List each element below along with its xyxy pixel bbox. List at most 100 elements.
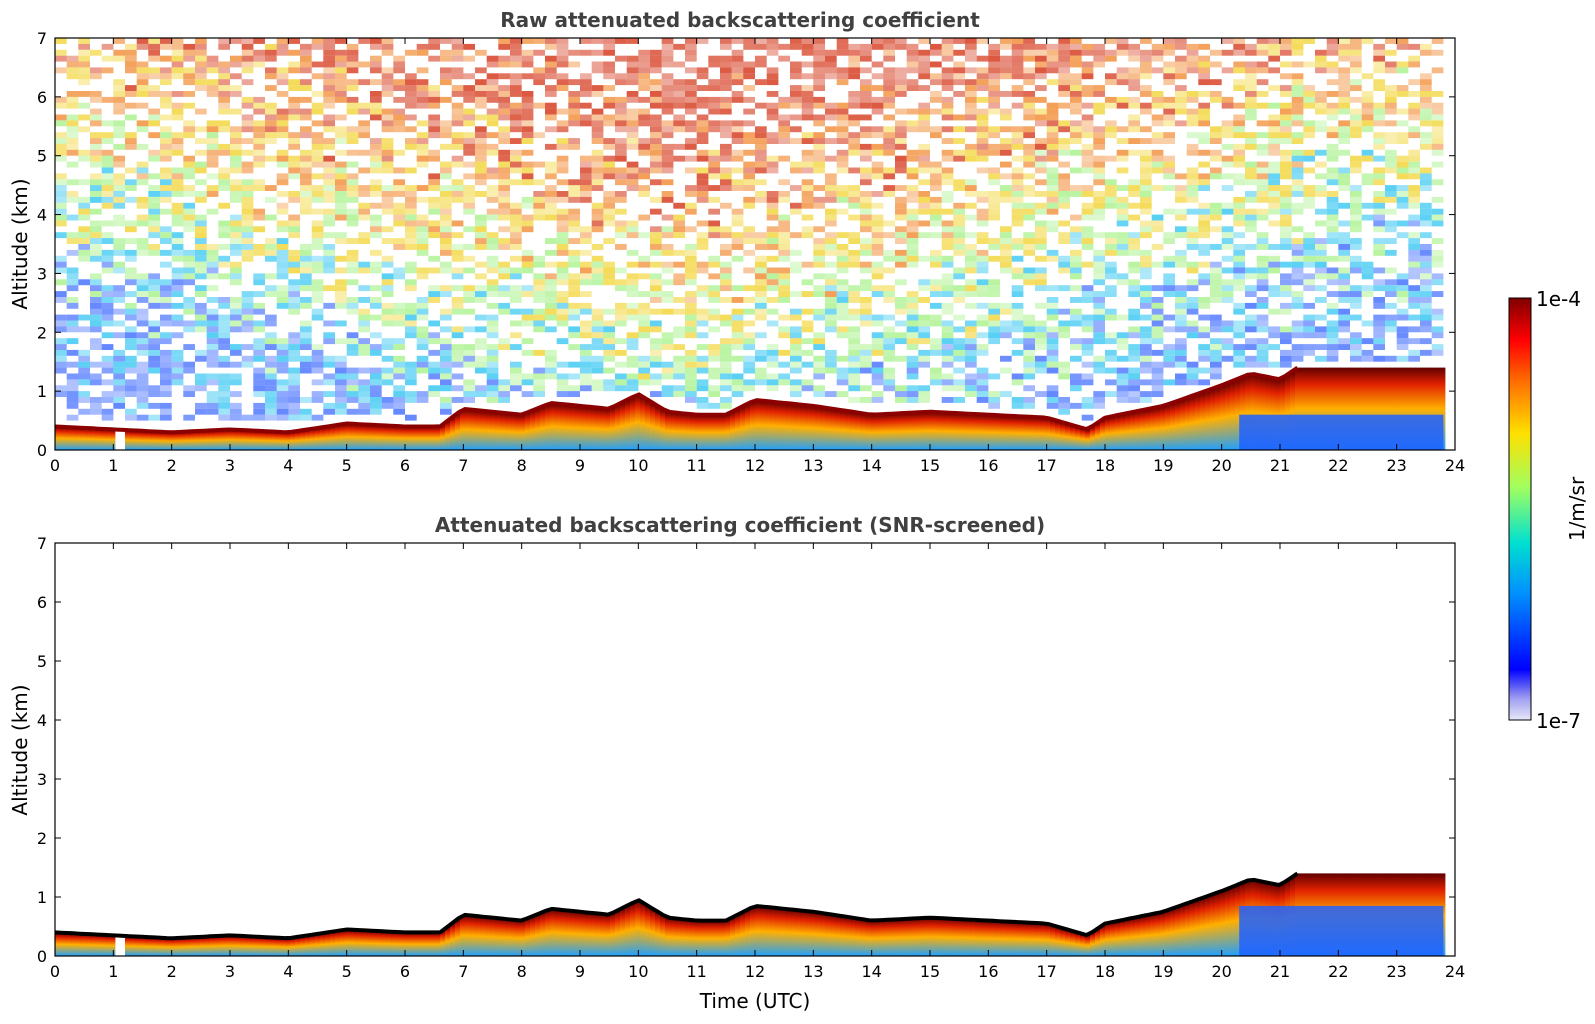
noise-cell bbox=[1198, 261, 1210, 268]
noise-cell bbox=[1175, 373, 1187, 380]
noise-cell bbox=[883, 367, 895, 374]
noise-cell bbox=[965, 85, 977, 91]
noise-cell bbox=[78, 49, 90, 56]
noise-cell bbox=[1256, 79, 1269, 86]
noise-cell bbox=[1256, 43, 1269, 50]
noise-cell bbox=[1291, 267, 1304, 274]
noise-cell bbox=[66, 132, 79, 139]
noise-cell bbox=[346, 397, 359, 403]
noise-cell bbox=[405, 367, 417, 374]
noise-cell bbox=[1058, 173, 1070, 180]
noise-cell bbox=[428, 338, 440, 345]
noise-cell bbox=[953, 367, 965, 374]
noise-cell bbox=[1140, 138, 1152, 144]
noise-cell bbox=[1303, 38, 1315, 44]
heatmap-image bbox=[54, 38, 1446, 450]
noise-cell bbox=[230, 314, 242, 321]
noise-cell bbox=[661, 261, 674, 268]
noise-cell bbox=[113, 38, 125, 44]
noise-cell bbox=[720, 85, 732, 91]
noise-cell bbox=[346, 191, 359, 197]
noise-cell bbox=[1070, 267, 1082, 274]
noise-cell bbox=[1023, 161, 1035, 168]
noise-cell bbox=[965, 143, 977, 150]
noise-cell bbox=[615, 79, 627, 86]
noise-cell bbox=[1280, 49, 1292, 56]
backscatter-column bbox=[1270, 377, 1276, 450]
noise-cell bbox=[125, 355, 137, 362]
noise-cell bbox=[650, 244, 662, 250]
noise-cell bbox=[626, 73, 639, 80]
noise-cell bbox=[988, 238, 1000, 244]
noise-cell bbox=[475, 96, 487, 103]
noise-cell bbox=[125, 326, 137, 333]
noise-cell bbox=[1408, 349, 1420, 356]
noise-cell bbox=[323, 49, 335, 56]
noise-cell bbox=[568, 79, 580, 86]
noise-cell bbox=[276, 43, 289, 50]
noise-cell bbox=[206, 143, 219, 150]
noise-cell bbox=[1210, 49, 1222, 56]
noise-cell bbox=[615, 120, 627, 127]
noise-cell bbox=[498, 291, 510, 297]
noise-cell bbox=[755, 61, 767, 68]
noise-cell bbox=[731, 391, 744, 397]
noise-cell bbox=[1210, 326, 1222, 333]
noise-cell bbox=[1070, 102, 1082, 109]
noise-cell bbox=[451, 255, 464, 262]
noise-cell bbox=[1350, 214, 1362, 221]
noise-cell bbox=[720, 132, 732, 139]
noise-cell bbox=[66, 126, 79, 133]
noise-cell bbox=[1268, 67, 1280, 74]
noise-cell bbox=[848, 379, 860, 386]
noise-cell bbox=[1291, 91, 1304, 97]
noise-cell bbox=[673, 344, 685, 350]
noise-cell bbox=[1046, 226, 1059, 233]
backscatter-column bbox=[805, 405, 811, 450]
noise-cell bbox=[171, 108, 184, 115]
noise-cell bbox=[871, 361, 884, 368]
noise-cell bbox=[1000, 367, 1012, 374]
noise-cell bbox=[1116, 96, 1129, 103]
noise-cell bbox=[148, 55, 160, 62]
noise-cell bbox=[498, 61, 510, 68]
backscatter-column bbox=[1180, 399, 1186, 450]
noise-cell bbox=[510, 138, 522, 144]
noise-cell bbox=[941, 244, 954, 250]
noise-cell bbox=[1023, 326, 1035, 333]
noise-cell bbox=[498, 85, 510, 91]
noise-cell bbox=[148, 414, 160, 421]
noise-cell bbox=[381, 196, 394, 203]
noise-cell bbox=[883, 267, 895, 274]
noise-cell bbox=[1315, 126, 1327, 133]
noise-cell bbox=[1245, 226, 1257, 233]
noise-cell bbox=[1420, 291, 1432, 297]
noise-cell bbox=[930, 255, 942, 262]
noise-cell bbox=[113, 96, 125, 103]
noise-cell bbox=[825, 191, 837, 197]
noise-cell bbox=[1140, 38, 1152, 44]
noise-cell bbox=[1373, 85, 1385, 91]
noise-cell bbox=[393, 367, 405, 374]
noise-cell bbox=[1035, 344, 1047, 350]
backscatter-column bbox=[940, 412, 946, 450]
noise-cell bbox=[66, 379, 79, 386]
noise-cell bbox=[1175, 255, 1187, 262]
noise-cell bbox=[276, 202, 289, 209]
noise-cell bbox=[1268, 49, 1280, 56]
noise-cell bbox=[171, 208, 184, 215]
noise-cell bbox=[323, 332, 335, 339]
noise-cell bbox=[568, 391, 580, 397]
noise-cell bbox=[895, 67, 907, 74]
backscatter-column bbox=[1035, 417, 1041, 450]
noise-cell bbox=[148, 385, 160, 392]
noise-cell bbox=[1093, 43, 1105, 50]
noise-cell bbox=[988, 85, 1000, 91]
noise-cell bbox=[1291, 226, 1304, 233]
noise-cell bbox=[311, 355, 324, 362]
noise-cell bbox=[615, 308, 627, 315]
noise-cell bbox=[836, 43, 849, 50]
noise-cell bbox=[790, 96, 802, 103]
noise-cell bbox=[1420, 249, 1432, 256]
noise-cell bbox=[486, 385, 499, 392]
